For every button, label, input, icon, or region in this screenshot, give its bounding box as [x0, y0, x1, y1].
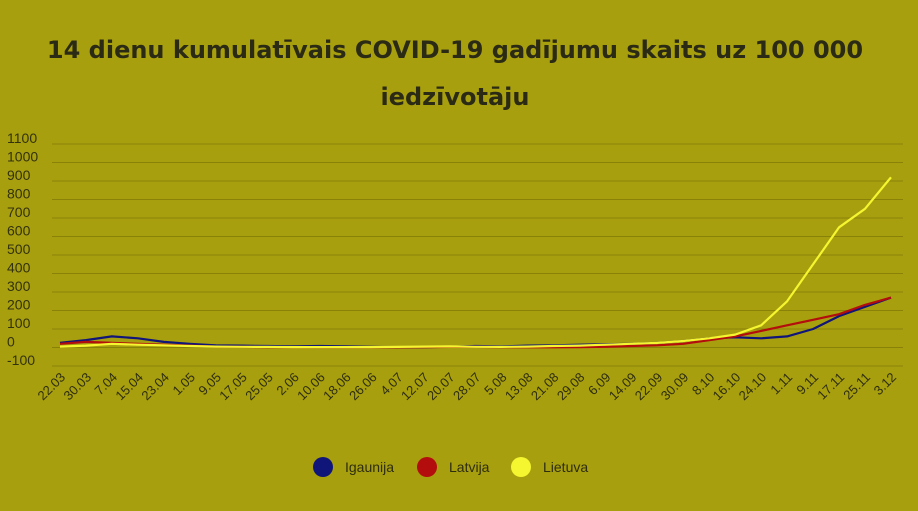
series-line-lietuva — [59, 176, 892, 349]
x-tick-label: 13.08 — [502, 370, 536, 404]
x-tick-label: 30.03 — [60, 370, 94, 404]
y-tick-label: 1000 — [7, 149, 38, 165]
y-tick-label: 200 — [7, 297, 31, 313]
series-line-igaunija — [59, 296, 892, 349]
y-tick-label: 600 — [7, 223, 31, 239]
y-tick-label: 300 — [7, 278, 31, 294]
x-tick-label: 28.07 — [450, 370, 484, 404]
x-tick-label: 17.11 — [814, 370, 847, 403]
x-tick-label: 12.07 — [398, 370, 432, 404]
series-lines — [59, 176, 892, 349]
x-tick-label: 30.09 — [658, 370, 692, 404]
x-tick-label: 17.05 — [216, 370, 250, 404]
x-tick-label: 1.05 — [169, 370, 198, 399]
x-tick-label: 22.03 — [35, 370, 69, 404]
x-tick-label: 26.06 — [346, 370, 380, 404]
legend-label-igaunija: Igaunija — [345, 459, 394, 475]
y-tick-label: 1100 — [7, 130, 37, 146]
x-tick-label: 25.05 — [242, 370, 276, 404]
x-axis-ticks: 22.0330.037.0415.0423.041.059.0517.0525.… — [35, 370, 900, 404]
legend-marker-igaunija — [313, 457, 333, 477]
x-tick-label: 24.10 — [736, 370, 770, 404]
x-tick-label: 3.12 — [871, 370, 900, 399]
legend-marker-lietuva — [511, 457, 531, 477]
chart-title-line-2: iedzīvotāju — [381, 83, 530, 111]
y-tick-label: -100 — [7, 352, 35, 368]
legend-marker-latvija — [417, 457, 437, 477]
x-tick-label: 29.08 — [554, 370, 588, 404]
y-tick-label: 500 — [7, 241, 31, 257]
x-tick-label: 16.10 — [710, 370, 744, 404]
x-tick-label: 18.06 — [320, 370, 354, 404]
y-tick-label: 700 — [7, 204, 31, 220]
x-tick-label: 23.04 — [138, 370, 172, 404]
x-tick-label: 20.07 — [424, 370, 458, 404]
legend: Igaunija Latvija Lietuva — [313, 457, 588, 477]
grid — [52, 143, 903, 367]
x-tick-label: 10.06 — [294, 370, 328, 404]
legend-label-latvija: Latvija — [449, 459, 490, 475]
series-line-latvija — [59, 296, 892, 349]
x-tick-label: 22.09 — [632, 370, 666, 404]
legend-label-lietuva: Lietuva — [543, 459, 588, 475]
x-tick-label: 21.08 — [528, 370, 562, 404]
x-tick-label: 15.04 — [112, 370, 146, 404]
y-tick-label: 0 — [7, 334, 15, 350]
y-tick-label: 900 — [7, 167, 31, 183]
x-tick-label: 14.09 — [606, 370, 640, 404]
x-tick-label: 25.11 — [840, 370, 873, 403]
y-tick-label: 800 — [7, 186, 31, 202]
y-tick-label: 100 — [7, 315, 31, 331]
x-tick-label: 1.11 — [767, 370, 795, 398]
chart-title-line-1: 14 dienu kumulatīvais COVID-19 gadījumu … — [47, 36, 863, 64]
y-tick-label: 400 — [7, 260, 31, 276]
